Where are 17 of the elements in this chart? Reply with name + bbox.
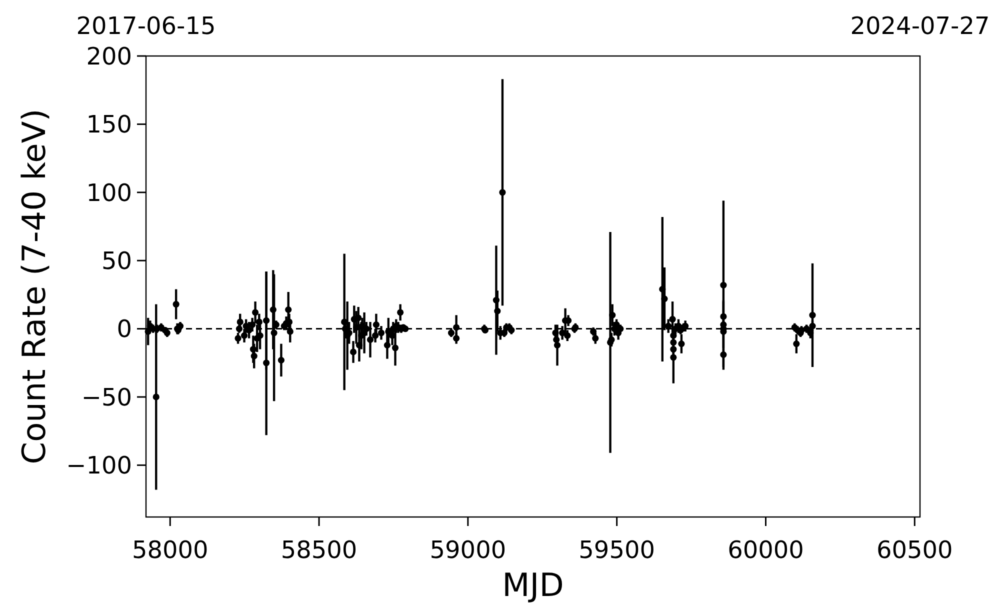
x-tick-label: 58500 bbox=[280, 536, 358, 564]
y-tick-label: 200 bbox=[86, 42, 132, 70]
y-axis-title: Count Rate (7-40 keV) bbox=[15, 108, 53, 464]
y-tick-label: 50 bbox=[101, 246, 132, 275]
x2-tick-label: 2024-07-27 bbox=[850, 12, 990, 40]
x-tick-label: 60000 bbox=[728, 536, 804, 564]
y-tick-label: −50 bbox=[81, 383, 132, 412]
y-tick-label: 150 bbox=[86, 110, 132, 139]
x2-tick-label: 2017-06-15 bbox=[76, 12, 216, 40]
x-tick-label: 59000 bbox=[430, 536, 506, 564]
y-tick-label: 100 bbox=[86, 178, 132, 207]
y-tick-label: 0 bbox=[116, 315, 132, 344]
x-tick-label: 58000 bbox=[132, 536, 208, 564]
y-tick-label: −100 bbox=[66, 452, 132, 480]
x-tick-label: 59500 bbox=[578, 536, 656, 564]
x-axis-title: MJD bbox=[502, 566, 564, 604]
x-tick-label: 60500 bbox=[876, 536, 953, 564]
